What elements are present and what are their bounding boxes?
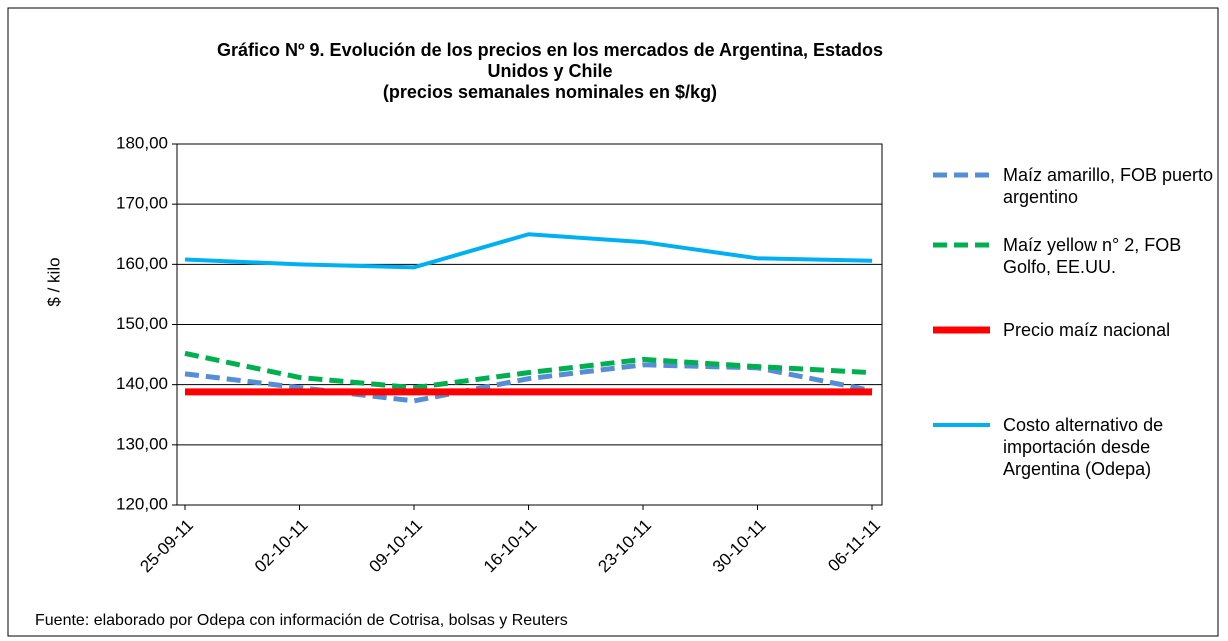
legend-label: Maíz yellow n° 2, FOB Golfo, EE.UU. (1003, 235, 1182, 277)
series-line (184, 350, 873, 391)
x-tick-label: 06-11-11 (824, 516, 884, 576)
y-tick-label: 170,00 (116, 194, 168, 213)
plot-area (176, 143, 883, 506)
x-tick-label: 25-09-11 (136, 516, 197, 577)
y-tick-label: 150,00 (116, 314, 168, 333)
y-tick-label: 130,00 (116, 434, 168, 453)
series-line (184, 232, 873, 270)
y-tick-label: 120,00 (116, 494, 168, 513)
legend-label: Costo alternativo de importación desde A… (1003, 415, 1164, 479)
y-axis-label: $ / kilo (44, 257, 63, 306)
x-tick-label: 16-10-11 (480, 516, 541, 577)
chart-title: Gráfico Nº 9. Evolución de los precios e… (216, 40, 884, 81)
y-tick-label: 180,00 (116, 133, 168, 152)
frame (7, 7, 1219, 637)
y-tick-label: 140,00 (116, 374, 168, 393)
x-tick-label: 23-10-11 (594, 516, 655, 577)
x-tick-label: 30-10-11 (709, 516, 770, 577)
source-note: Fuente: elaborado por Odepa con informac… (35, 612, 568, 629)
y-tick-label: 160,00 (116, 254, 168, 273)
x-tick-label: 02-10-11 (251, 516, 312, 577)
legend-label: Maíz amarillo, FOB puerto argentino (1003, 165, 1214, 207)
legend-label: Precio maíz nacional (1003, 320, 1171, 340)
x-tick-label: 09-10-11 (365, 516, 426, 577)
chart-subtitle: (precios semanales nominales en $/kg) (382, 82, 718, 102)
